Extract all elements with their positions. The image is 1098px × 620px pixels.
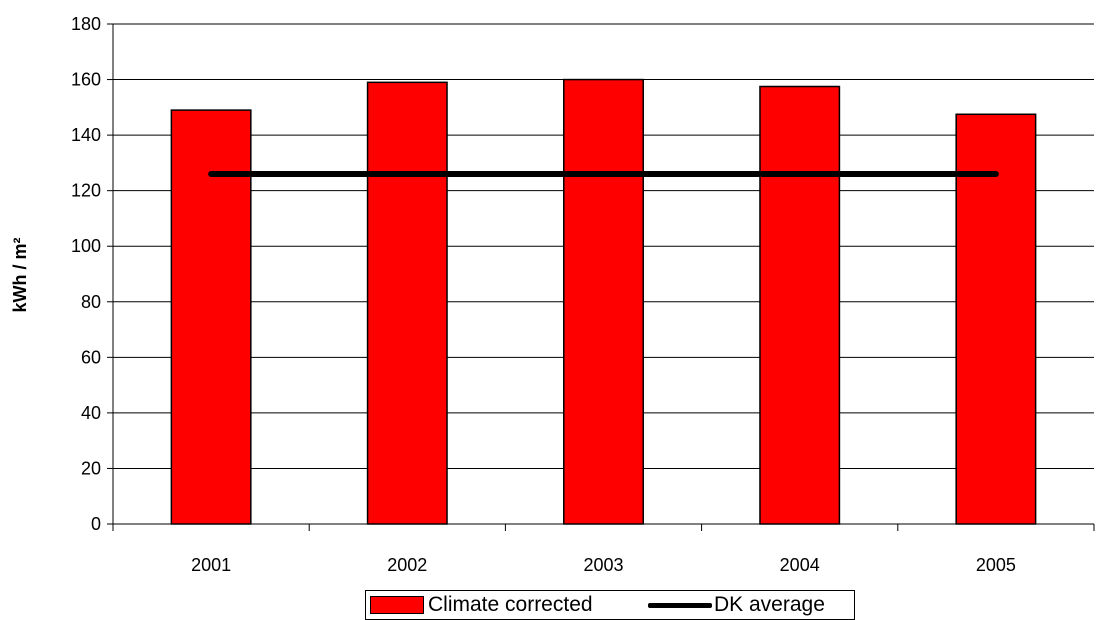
x-tick-labels: 2001 2002 2003 2004 2005 (191, 555, 1016, 575)
x-tick-label: 2003 (583, 555, 623, 575)
legend: Climate corrected DK average (365, 590, 855, 620)
y-axis-title: kWh / m² (10, 237, 30, 312)
legend-swatch-bar (370, 596, 424, 614)
bar-2002 (366, 81, 448, 525)
y-tick-label: 140 (71, 125, 101, 145)
axes (107, 23, 1095, 531)
x-tick-label: 2005 (976, 555, 1016, 575)
legend-label-dk-average: DK average (714, 593, 825, 616)
bar-2001 (170, 109, 252, 525)
y-tick-label: 100 (71, 236, 101, 256)
legend-item-climate-corrected: Climate corrected (370, 591, 593, 619)
y-tick-label: 180 (71, 14, 101, 34)
legend-swatch-line (648, 602, 712, 608)
y-tick-label: 40 (81, 403, 101, 423)
y-tick-label: 160 (71, 70, 101, 90)
x-tick-label: 2002 (387, 555, 427, 575)
x-tick-label: 2001 (191, 555, 231, 575)
bar-2004 (759, 85, 841, 525)
y-tick-label: 20 (81, 458, 101, 478)
y-tick-label: 80 (81, 292, 101, 312)
bars (170, 78, 1037, 525)
x-tick-label: 2004 (780, 555, 820, 575)
legend-label-climate-corrected: Climate corrected (428, 593, 593, 616)
bar-2003 (563, 78, 644, 525)
y-tick-label: 60 (81, 347, 101, 367)
y-tick-label: 0 (91, 514, 101, 534)
legend-item-dk-average: DK average (648, 591, 825, 619)
y-tick-label: 120 (71, 181, 101, 201)
y-tick-labels: 0 20 40 60 80 100 120 140 160 180 (71, 14, 101, 534)
